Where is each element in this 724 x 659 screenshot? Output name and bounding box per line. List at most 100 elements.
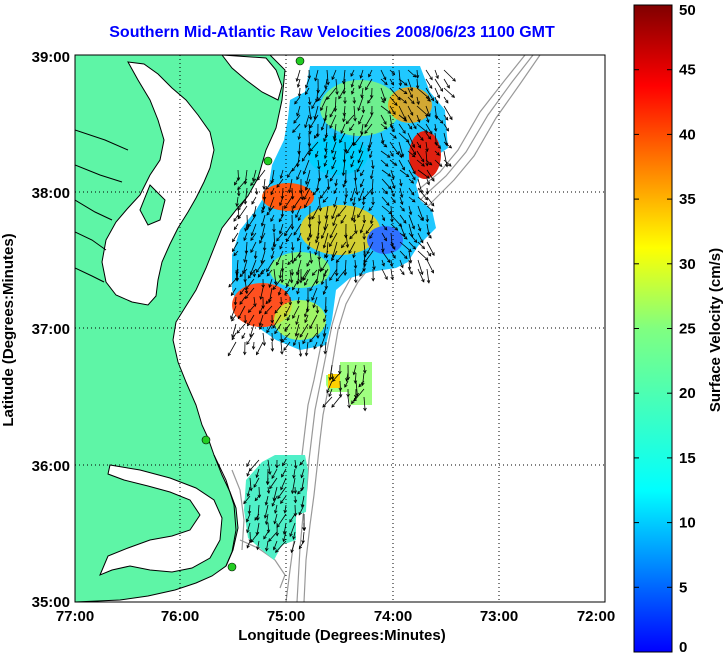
- velocity-vector-head: [284, 327, 288, 332]
- velocity-vector: [357, 96, 364, 111]
- x-axis: 77:00 76:00 75:00 74:00 73:00 72:00 Long…: [56, 608, 615, 644]
- velocity-vector: [350, 159, 355, 168]
- velocity-vector: [426, 241, 435, 256]
- velocity-vector-head: [315, 188, 320, 192]
- velocity-vector-head: [306, 263, 310, 267]
- velocity-vector-head: [331, 404, 335, 408]
- velocity-vector: [298, 141, 301, 154]
- velocity-vector: [276, 513, 287, 528]
- velocity-vector: [256, 522, 260, 536]
- velocity-vector: [331, 141, 337, 154]
- velocity-vector-head: [446, 84, 450, 89]
- velocity-vector-head: [430, 97, 435, 102]
- velocity-vector: [266, 540, 269, 551]
- velocity-vector-head: [436, 94, 440, 99]
- velocity-vector-head: [239, 301, 243, 305]
- velocity-vector: [443, 105, 453, 120]
- velocity-vector-head: [244, 295, 249, 300]
- velocity-vector-head: [381, 248, 385, 253]
- velocity-vector-head: [275, 549, 279, 553]
- velocity-vector-head: [359, 74, 363, 79]
- velocity-vector-head: [410, 180, 415, 184]
- velocity-vector: [389, 69, 395, 75]
- velocity-vector: [281, 468, 287, 478]
- velocity-vector: [231, 323, 237, 338]
- velocity-vector: [329, 268, 338, 281]
- velocity-vector: [389, 141, 400, 155]
- velocity-vector-head: [227, 352, 232, 357]
- velocity-vector: [293, 223, 302, 236]
- velocity-vector-head: [313, 345, 317, 350]
- velocity-vector: [234, 296, 237, 305]
- velocity-vector: [234, 178, 239, 186]
- x-tick-label: 73:00: [480, 608, 518, 625]
- velocity-vector: [266, 323, 273, 333]
- velocity-vector: [294, 459, 297, 469]
- velocity-vector-head: [383, 143, 388, 148]
- velocity-vector-head: [340, 130, 344, 134]
- velocity-vector: [434, 114, 444, 124]
- velocity-vector-head: [431, 252, 435, 257]
- velocity-vector: [362, 105, 364, 113]
- velocity-vector: [324, 250, 329, 258]
- velocity-vector-head: [270, 319, 274, 324]
- velocity-vector-head: [415, 74, 420, 79]
- velocity-vector-head: [384, 81, 388, 86]
- velocity-vector: [443, 141, 452, 149]
- velocity-vector: [304, 314, 309, 323]
- velocity-vector-head: [402, 130, 406, 134]
- velocity-vector-head: [309, 325, 313, 330]
- velocity-vector: [357, 150, 364, 163]
- velocity-vector-head: [433, 128, 438, 132]
- velocity-vector-head: [287, 174, 291, 179]
- velocity-vector-head: [302, 527, 306, 532]
- velocity-vector: [408, 169, 416, 181]
- velocity-vector: [320, 332, 327, 348]
- velocity-vector: [267, 477, 269, 485]
- velocity-vector-head: [288, 302, 293, 306]
- velocity-vector: [342, 159, 346, 176]
- velocity-vector: [246, 468, 251, 477]
- velocity-vector-head: [371, 278, 375, 282]
- velocity-vector-head: [297, 217, 302, 222]
- velocity-vector-head: [400, 201, 404, 206]
- velocity-vector: [320, 187, 329, 199]
- velocity-vector-head: [299, 333, 303, 338]
- velocity-vector-head: [426, 119, 430, 123]
- velocity-vector-head: [369, 235, 373, 240]
- velocity-vector: [399, 223, 406, 237]
- velocity-vector: [339, 132, 346, 143]
- velocity-vector: [408, 268, 413, 275]
- velocity-vector-head: [306, 237, 311, 242]
- velocity-vector-head: [302, 340, 306, 345]
- velocity-vector: [299, 459, 305, 465]
- velocity-vector: [408, 259, 411, 270]
- velocity-vector-head: [228, 283, 232, 288]
- velocity-vector: [297, 150, 301, 167]
- velocity-vector: [399, 250, 408, 259]
- velocity-vector: [390, 250, 396, 259]
- velocity-vector-head: [349, 127, 353, 132]
- velocity-vector: [343, 114, 346, 122]
- velocity-vector: [251, 196, 257, 205]
- velocity-vector-head: [329, 177, 333, 182]
- velocity-vector-head: [364, 130, 368, 134]
- velocity-vector-head: [268, 538, 272, 542]
- velocity-vector: [368, 205, 374, 211]
- velocity-vector-head: [280, 351, 284, 355]
- velocity-vector-head: [274, 310, 278, 314]
- velocity-vector-head: [251, 346, 256, 350]
- velocity-vector-head: [311, 272, 316, 276]
- velocity-vector-head: [324, 254, 328, 259]
- velocity-vector-head: [317, 221, 322, 225]
- velocity-vector: [247, 314, 255, 327]
- velocity-vector: [333, 187, 338, 194]
- velocity-vector: [306, 259, 311, 267]
- velocity-vector: [443, 114, 449, 121]
- velocity-vector-head: [263, 535, 267, 540]
- velocity-vector: [364, 114, 373, 128]
- velocity-vector-head: [362, 236, 366, 240]
- velocity-vector: [293, 531, 296, 540]
- velocity-vector-head: [270, 191, 274, 196]
- velocity-vector: [318, 196, 321, 211]
